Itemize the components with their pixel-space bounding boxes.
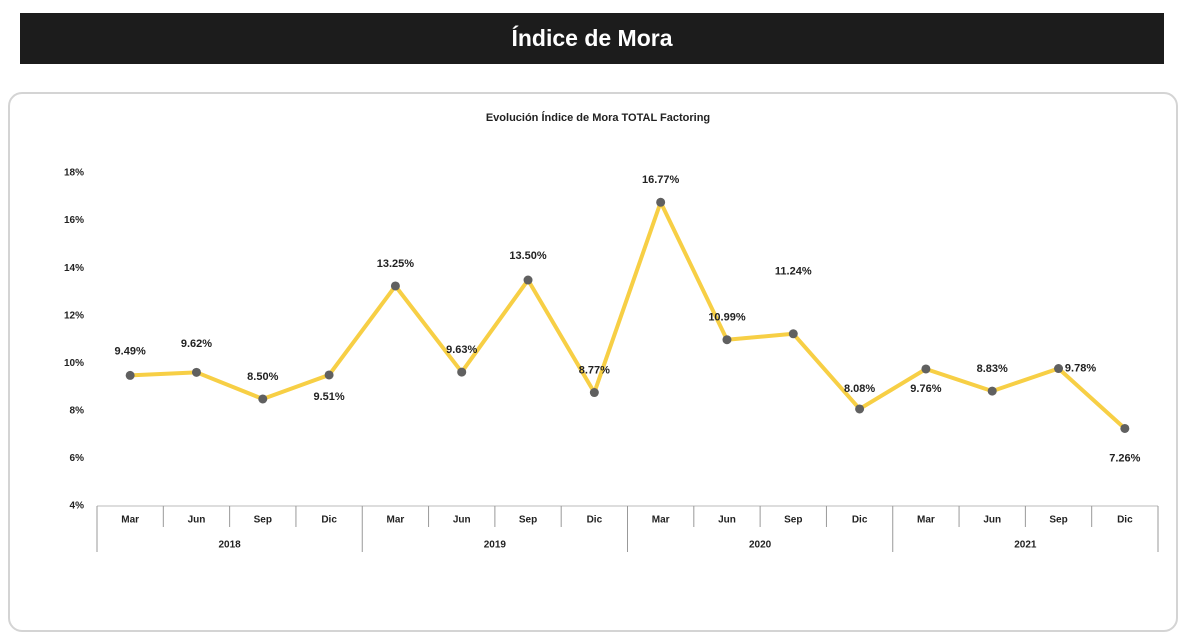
data-label: 9.63% [446, 344, 477, 356]
marker [855, 404, 865, 414]
marker [125, 370, 135, 380]
x-tick-label: Dic [587, 515, 603, 526]
marker [987, 386, 997, 396]
y-tick-label: 6% [70, 453, 85, 464]
data-label: 8.83% [977, 363, 1008, 375]
year-label: 2021 [1014, 540, 1037, 551]
marker [457, 367, 467, 377]
y-tick-label: 16% [64, 215, 84, 226]
y-tick-label: 4% [70, 501, 85, 512]
x-tick-label: Sep [784, 515, 802, 526]
year-label: 2018 [219, 540, 242, 551]
x-tick-label: Mar [652, 515, 670, 526]
x-tick-label: Mar [917, 515, 935, 526]
y-tick-label: 14% [64, 263, 84, 274]
data-label: 13.50% [509, 250, 547, 262]
marker [523, 275, 533, 285]
data-label: 13.25% [377, 258, 415, 270]
x-tick-label: Dic [1117, 515, 1133, 526]
x-tick-label: Jun [718, 515, 736, 526]
y-tick-label: 10% [64, 358, 84, 369]
x-tick-label: Sep [1049, 515, 1067, 526]
data-label: 8.08% [844, 383, 875, 395]
data-label: 7.26% [1109, 452, 1140, 464]
y-tick-label: 12% [64, 310, 84, 321]
data-label: 9.51% [313, 391, 344, 403]
marker [921, 364, 931, 374]
year-label: 2019 [484, 540, 507, 551]
x-tick-label: Dic [852, 515, 868, 526]
marker [589, 388, 599, 398]
data-label: 9.78% [1065, 362, 1096, 374]
y-tick-label: 8% [70, 405, 85, 416]
page: Índice de Mora Evolución Índice de Mora … [8, 13, 1178, 632]
marker [390, 281, 400, 291]
data-label: 9.76% [910, 383, 941, 395]
data-label: 8.50% [247, 371, 278, 383]
data-label: 9.62% [181, 338, 212, 350]
x-tick-label: Sep [519, 515, 537, 526]
x-tick-label: Jun [453, 515, 471, 526]
marker [191, 367, 201, 377]
data-label: 16.77% [642, 174, 680, 186]
x-tick-label: Sep [254, 515, 272, 526]
chart-title: Evolución Índice de Mora TOTAL Factoring [486, 111, 710, 124]
marker [1120, 423, 1130, 433]
data-label: 11.24% [775, 266, 812, 278]
header-title: Índice de Mora [20, 13, 1164, 64]
marker [324, 370, 334, 380]
year-label: 2020 [749, 540, 772, 551]
data-label: 9.49% [115, 345, 146, 357]
x-tick-label: Mar [121, 515, 139, 526]
chart: Evolución Índice de Mora TOTAL Factoring… [64, 111, 1159, 552]
marker [656, 197, 666, 207]
marker [722, 335, 732, 345]
x-tick-label: Mar [387, 515, 405, 526]
marker [788, 329, 798, 339]
data-label: 8.77% [579, 364, 610, 376]
series-line [130, 200, 1127, 430]
y-tick-label: 18% [64, 168, 84, 179]
x-tick-label: Dic [321, 515, 337, 526]
marker [258, 394, 268, 404]
data-label: 10.99% [708, 312, 746, 324]
marker [1054, 364, 1064, 374]
x-tick-label: Jun [983, 515, 1001, 526]
x-tick-label: Jun [188, 515, 206, 526]
